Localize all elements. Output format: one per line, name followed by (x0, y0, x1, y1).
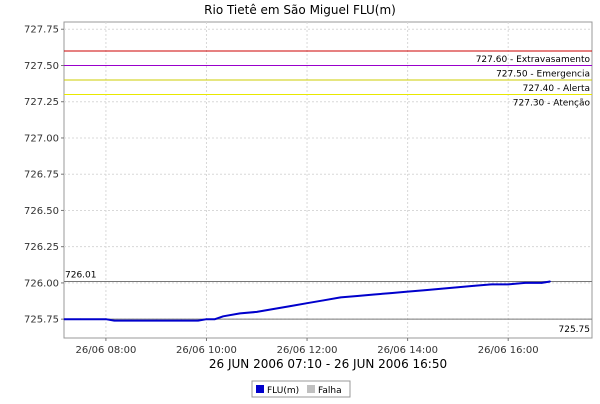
data-point (406, 290, 409, 293)
reference-lines: 727.60 - Extravasamento 727.50 - Emergenc… (64, 50, 592, 335)
y-tick-label: 726.25 (24, 242, 59, 253)
legend-label-flu: FLU(m) (267, 386, 299, 396)
data-point (524, 282, 526, 284)
data-point (440, 287, 442, 290)
data-point (155, 319, 157, 322)
y-tick-label: 727.25 (24, 97, 59, 108)
x-tick-label: 26/06 08:00 (75, 345, 136, 356)
data-point (356, 295, 359, 297)
y-tick-label: 726.75 (24, 170, 59, 181)
data-point (197, 319, 199, 322)
series-layer (63, 280, 551, 322)
data-point (113, 319, 116, 322)
y-tick-label: 727.00 (24, 133, 59, 144)
reference-line-label: 727.50 - Emergencia (496, 69, 590, 79)
data-point (180, 319, 183, 322)
legend-swatch-flu (256, 385, 264, 393)
reference-line-label: 727.60 - Extravasamento (476, 55, 591, 65)
y-axis: 725.75 726.00 726.25 726.50 726.75 727.00 727.… (24, 25, 64, 326)
data-point (255, 311, 258, 313)
legend-box (251, 380, 351, 398)
x-axis-label: 26 JUN 2006 07:10 - 26 JUN 2006 16:50 (209, 357, 447, 371)
data-point (423, 289, 426, 291)
data-point (549, 280, 551, 283)
y-tick-label: 726.50 (24, 206, 59, 217)
data-point (323, 299, 325, 302)
data-point (222, 315, 225, 318)
x-tick-label: 26/06 14:00 (377, 345, 438, 356)
data-point (507, 283, 509, 286)
data-point (105, 318, 107, 320)
x-axis: 26/06 08:00 26/06 10:00 26/06 12:00 26/06 1… (75, 338, 539, 356)
reference-line-label: 727.40 - Alerta (523, 84, 590, 94)
max-value-label: 726.01 (65, 270, 97, 280)
y-tick-label: 727.50 (24, 61, 59, 72)
y-tick-label: 725.75 (24, 315, 59, 326)
chart-title: Rio Tietê em São Miguel FLU(m) (204, 3, 396, 17)
data-point (339, 296, 342, 299)
data-point (540, 282, 543, 284)
data-point (490, 283, 493, 286)
legend-label-falha: Falha (318, 386, 342, 396)
data-point (205, 318, 208, 320)
legend-swatch-falha (307, 385, 315, 393)
data-point (130, 319, 132, 322)
y-tick-label: 726.00 (24, 278, 59, 289)
x-tick-label: 26/06 16:00 (478, 345, 539, 356)
data-point (473, 285, 476, 287)
data-point (306, 302, 308, 305)
legend: FLU(m) Falha (251, 380, 351, 398)
data-point (457, 286, 459, 289)
data-point (272, 308, 275, 310)
data-point (239, 312, 241, 315)
y-tick-label: 727.75 (24, 25, 59, 36)
data-point (79, 318, 82, 320)
data-point (289, 305, 292, 307)
data-point (214, 318, 216, 320)
min-value-label: 725.75 (559, 325, 591, 335)
x-tick-label: 26/06 10:00 (176, 345, 237, 356)
reference-line-label: 727.30 - Atenção (513, 98, 591, 108)
data-point (390, 292, 392, 294)
data-point (373, 293, 375, 296)
x-tick-label: 26/06 12:00 (277, 345, 338, 356)
